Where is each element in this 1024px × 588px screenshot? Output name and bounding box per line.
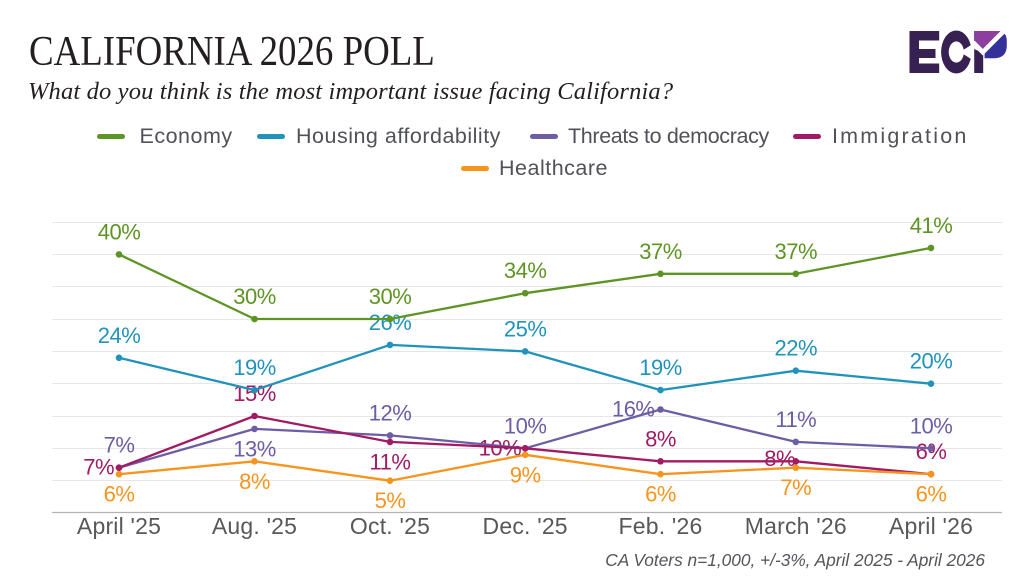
svg-text:37%: 37% xyxy=(775,239,818,264)
svg-text:19%: 19% xyxy=(639,355,682,380)
svg-text:30%: 30% xyxy=(233,284,276,309)
svg-text:41%: 41% xyxy=(910,213,953,238)
svg-text:8%: 8% xyxy=(645,426,676,451)
svg-text:6%: 6% xyxy=(916,482,947,507)
svg-text:11%: 11% xyxy=(370,449,411,474)
svg-text:10%: 10% xyxy=(504,413,547,438)
svg-text:11%: 11% xyxy=(775,407,816,432)
svg-text:26%: 26% xyxy=(369,310,412,335)
svg-text:6%: 6% xyxy=(645,482,676,507)
svg-text:12%: 12% xyxy=(369,400,412,425)
svg-text:25%: 25% xyxy=(504,316,547,341)
svg-text:37%: 37% xyxy=(639,239,682,264)
svg-text:19%: 19% xyxy=(233,355,276,380)
svg-text:7%: 7% xyxy=(780,475,811,500)
svg-text:6%: 6% xyxy=(916,439,947,464)
svg-text:7%: 7% xyxy=(83,455,114,480)
svg-text:34%: 34% xyxy=(504,258,547,283)
svg-text:8%: 8% xyxy=(239,469,270,494)
svg-text:40%: 40% xyxy=(98,219,141,244)
svg-text:30%: 30% xyxy=(369,284,412,309)
svg-text:24%: 24% xyxy=(98,323,141,348)
svg-text:20%: 20% xyxy=(910,349,953,374)
svg-text:6%: 6% xyxy=(104,482,135,507)
svg-text:9%: 9% xyxy=(510,462,541,487)
svg-text:13%: 13% xyxy=(233,436,276,461)
svg-text:10%: 10% xyxy=(910,413,953,438)
svg-text:22%: 22% xyxy=(775,336,818,361)
svg-text:7%: 7% xyxy=(104,433,135,458)
svg-text:5%: 5% xyxy=(375,488,406,513)
